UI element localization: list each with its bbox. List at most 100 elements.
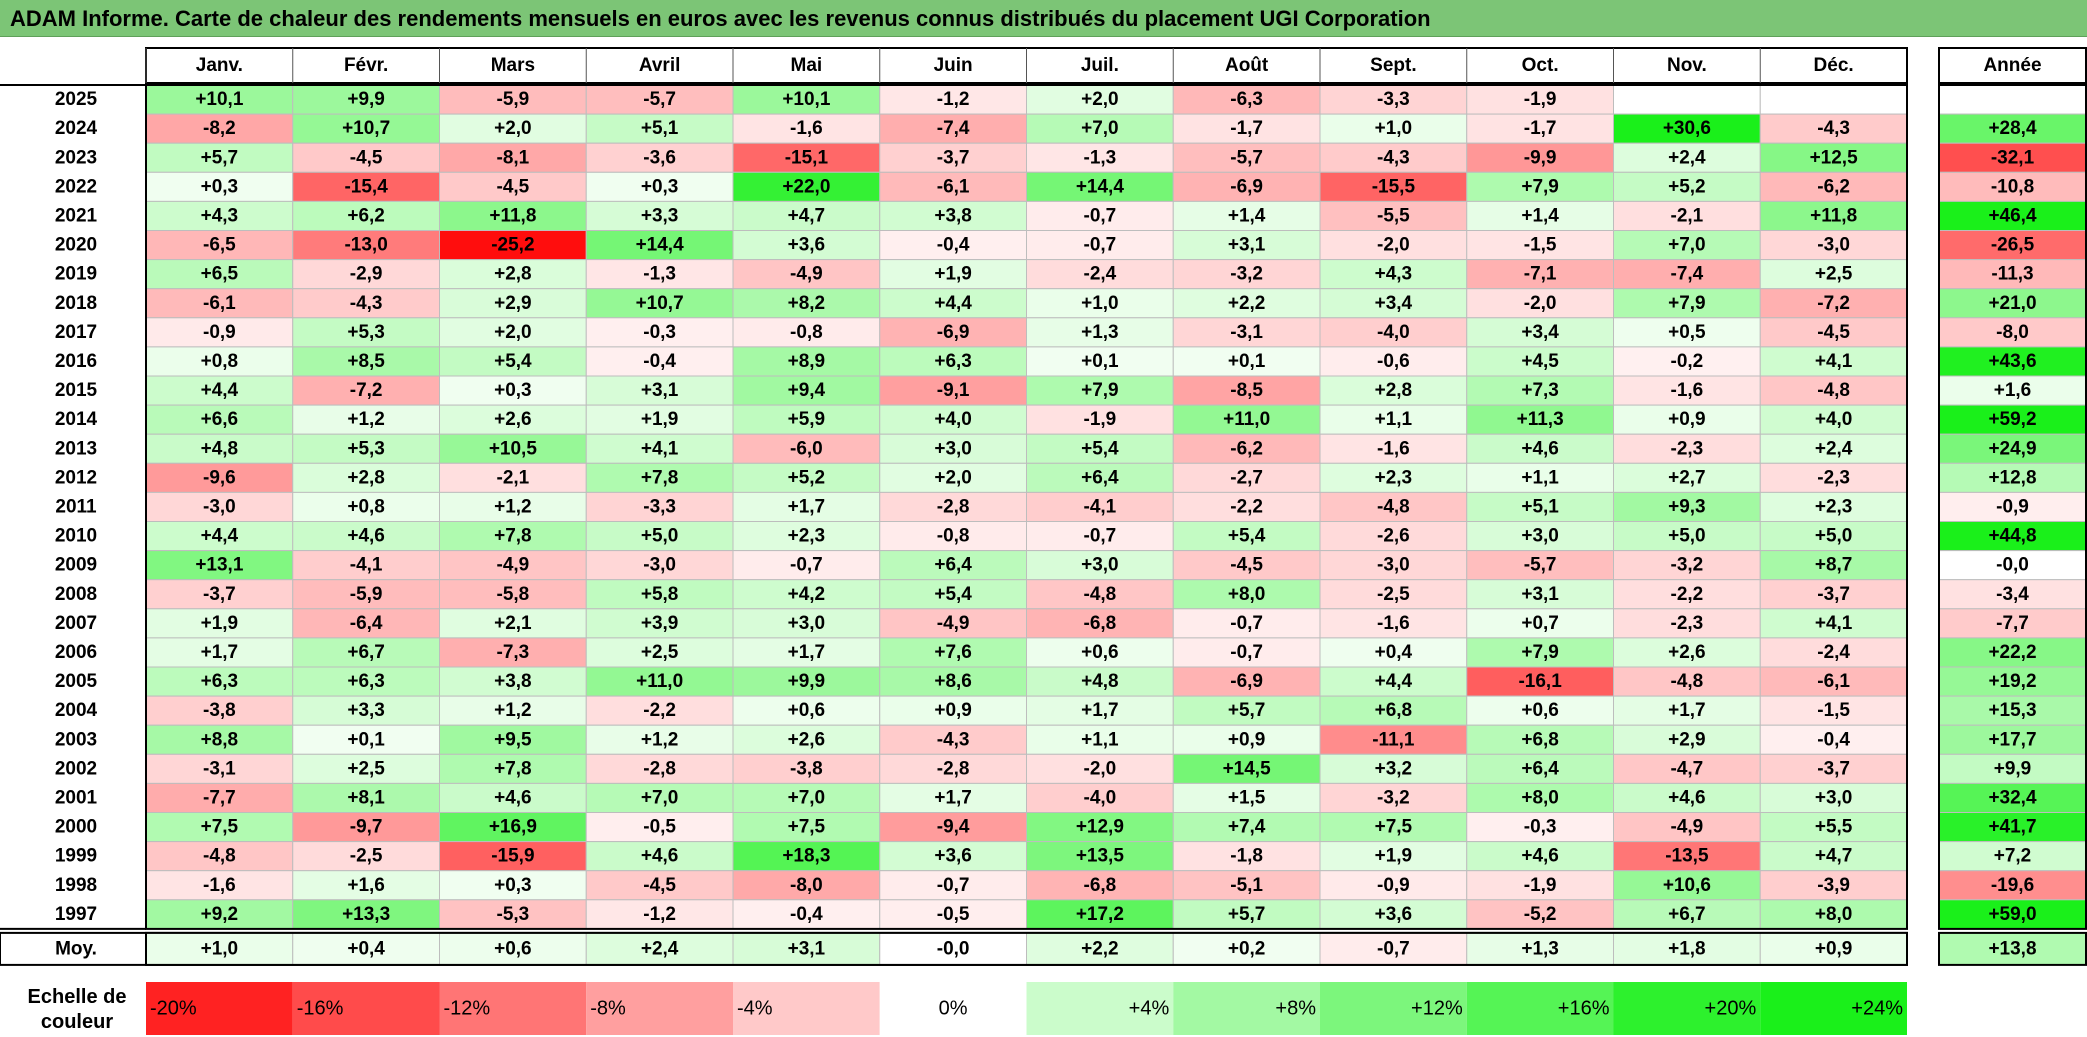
year-label: 2017 — [55, 322, 97, 343]
heat-cell — [879, 812, 1027, 843]
cell-value: +5,3 — [347, 322, 385, 343]
heat-cell — [292, 462, 440, 493]
heat-cell — [145, 753, 294, 784]
cell-value: -7,7 — [203, 787, 236, 808]
average-value: +0,6 — [494, 938, 532, 959]
cell-value: +6,3 — [347, 671, 385, 692]
heat-cell — [585, 782, 734, 814]
cell-value: -3,0 — [1817, 235, 1850, 256]
cell-value: +2,9 — [1668, 729, 1706, 750]
cell-value: +7,0 — [1081, 118, 1119, 139]
cell-value: +6,4 — [1521, 758, 1559, 779]
heat-cell — [1319, 462, 1468, 493]
heat-cell — [1466, 491, 1614, 522]
cell-value: -6,9 — [937, 322, 970, 343]
cell-value: +7,8 — [641, 467, 679, 488]
cell-value: +0,3 — [201, 176, 239, 197]
heat-cell — [292, 375, 440, 406]
heat-cell — [292, 579, 440, 610]
average-value: +2,2 — [1081, 938, 1119, 959]
annual-value: +15,3 — [1988, 700, 2036, 721]
cell-value: -3,6 — [643, 147, 676, 168]
year-label: 2014 — [55, 409, 98, 430]
heat-cell — [439, 462, 587, 493]
cell-value: -3,7 — [1817, 584, 1850, 605]
heat-cell — [1172, 753, 1321, 784]
heat-cell — [439, 84, 587, 115]
heat-cell — [439, 608, 587, 639]
heat-cell — [292, 841, 440, 872]
annual-average-value: +13,8 — [1988, 938, 2036, 959]
year-label: 2018 — [55, 293, 97, 314]
heat-cell — [1759, 753, 1908, 784]
heat-cell — [879, 171, 1027, 202]
cell-value: -9,1 — [937, 380, 970, 401]
heat-cell — [879, 724, 1027, 755]
cell-value: +16,9 — [489, 817, 537, 838]
year-label: 2001 — [55, 787, 98, 808]
cell-value: +1,2 — [494, 700, 532, 721]
heat-cell — [732, 84, 881, 115]
heat-cell — [292, 521, 440, 552]
annual-value: +59,0 — [1988, 904, 2036, 925]
cell-value: -6,5 — [203, 235, 236, 256]
cell-value: -4,3 — [1817, 118, 1850, 139]
cell-value: +4,4 — [1375, 671, 1413, 692]
heat-cell — [1759, 288, 1908, 319]
heat-cell — [585, 288, 734, 319]
cell-value: +9,5 — [494, 729, 532, 750]
cell-value: +6,4 — [1081, 467, 1119, 488]
annual-value: -7,7 — [1996, 613, 2029, 634]
cell-value: -1,6 — [1671, 380, 1704, 401]
cell-value: +2,5 — [1815, 264, 1853, 285]
color-scale-swatch — [586, 982, 733, 1035]
heat-cell — [1759, 870, 1908, 901]
annual-value: +1,6 — [1994, 380, 2032, 401]
heat-cell — [1466, 200, 1614, 231]
cell-value: -2,8 — [937, 496, 970, 517]
cell-value: -6,0 — [790, 438, 823, 459]
heat-cell — [585, 346, 734, 377]
cell-value: +8,5 — [347, 351, 385, 372]
annual-cell — [1938, 521, 2087, 552]
cell-value: +0,4 — [1375, 642, 1413, 663]
heat-cell — [145, 608, 294, 639]
heat-cell — [732, 142, 881, 173]
average-cell — [1172, 932, 1321, 966]
annual-cell — [1938, 753, 2087, 784]
heat-cell — [1172, 142, 1321, 173]
cell-value: -6,3 — [1230, 89, 1263, 110]
heat-cell — [1026, 142, 1174, 173]
cell-value: +3,0 — [1081, 555, 1119, 576]
cell-value: +6,3 — [201, 671, 239, 692]
heat-cell — [1466, 841, 1614, 872]
cell-value: +1,9 — [641, 409, 679, 430]
cell-value: +4,3 — [1375, 264, 1413, 285]
average-value: +0,9 — [1815, 938, 1853, 959]
heat-cell — [1026, 521, 1174, 552]
heat-cell — [145, 695, 294, 726]
cell-value: -0,7 — [1084, 526, 1117, 547]
heat-cell — [585, 666, 734, 697]
heat-cell — [1759, 695, 1908, 726]
heat-cell — [1026, 841, 1174, 872]
annual-value: -32,1 — [1991, 147, 2035, 168]
heat-cell — [292, 346, 440, 377]
cell-value: -1,5 — [1817, 700, 1850, 721]
cell-value: -6,1 — [937, 176, 970, 197]
cell-value: -2,0 — [1524, 293, 1557, 314]
cell-value: +1,7 — [201, 642, 239, 663]
heat-cell — [1026, 346, 1174, 377]
annual-value: +17,7 — [1988, 729, 2036, 750]
cell-value: +0,5 — [1668, 322, 1706, 343]
cell-value: +1,6 — [347, 875, 385, 896]
heat-cell — [1613, 782, 1761, 814]
cell-value: +10,7 — [636, 293, 684, 314]
heat-cell — [1026, 462, 1174, 493]
cell-value: +0,6 — [1521, 700, 1559, 721]
cell-value: -6,9 — [1230, 671, 1263, 692]
cell-value: +10,6 — [1663, 875, 1711, 896]
cell-value: +5,4 — [1081, 438, 1119, 459]
cell-value: +7,4 — [1228, 817, 1266, 838]
heat-cell — [1172, 113, 1321, 144]
